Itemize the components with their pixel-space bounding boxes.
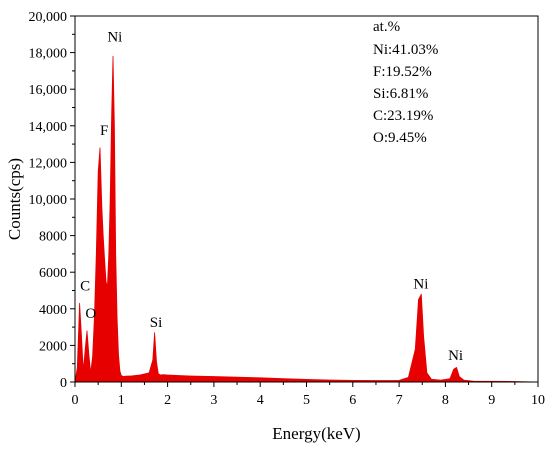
y-tick-label-14000: 14,000 — [29, 120, 68, 135]
x-tick-label-4: 4 — [257, 393, 264, 408]
x-axis-title: Energy(keV) — [272, 424, 360, 443]
x-tick-label-0: 0 — [72, 393, 79, 408]
peak-label-6: Ni — [448, 348, 463, 364]
y-tick-label-2000: 2000 — [39, 339, 67, 354]
x-tick-label-8: 8 — [442, 393, 449, 408]
peak-annotations: Ni F CO Si Ni Ni — [80, 30, 463, 364]
x-tick-label-1: 1 — [118, 393, 125, 408]
y-tick-label-16000: 16,000 — [29, 83, 68, 98]
y-tick-label-0: 0 — [60, 376, 67, 391]
peak-label-0: Ni — [107, 30, 122, 46]
peak-label-5: Ni — [413, 277, 428, 293]
y-tick-label-12000: 12,000 — [29, 156, 68, 171]
composition-item-1: F:19.52% — [373, 64, 432, 80]
composition-box: at.% Ni:41.03% F:19.52% Si:6.81% C:23.19% O:9… — [373, 19, 438, 146]
peak-label-2: C — [80, 279, 90, 295]
peak-label-1: F — [100, 123, 108, 139]
axes — [70, 15, 539, 387]
spectrum-area-0 — [74, 55, 539, 383]
y-tick-label-10000: 10,000 — [29, 193, 68, 208]
axis-labels: 0 1 2 3 4 5 6 7 8 9 10 0 2000 4000 6000 8000 10,000 12,00… — [5, 10, 545, 443]
x-tick-label-6: 6 — [349, 393, 356, 408]
x-tick-label-3: 3 — [210, 393, 217, 408]
y-tick-label-18000: 18,000 — [29, 47, 68, 62]
y-tick-label-8000: 8000 — [39, 230, 67, 245]
x-tick-label-10: 10 — [531, 393, 545, 408]
peak-label-4: Si — [150, 315, 163, 331]
plot-area — [74, 55, 539, 383]
x-tick-label-5: 5 — [303, 393, 310, 408]
plot-frame — [74, 15, 539, 383]
composition-header: at.% — [373, 19, 400, 35]
composition-item-2: Si:6.81% — [373, 86, 428, 102]
y-tick-label-20000: 20,000 — [29, 10, 68, 25]
composition-item-3: C:23.19% — [373, 108, 433, 124]
y-axis-title: Counts(cps) — [5, 158, 24, 240]
y-tick-label-4000: 4000 — [39, 303, 67, 318]
x-tick-label-9: 9 — [488, 393, 495, 408]
y-tick-label-6000: 6000 — [39, 266, 67, 281]
x-tick-label-7: 7 — [396, 393, 403, 408]
peak-label-3: O — [85, 306, 96, 322]
x-tick-label-2: 2 — [164, 393, 171, 408]
composition-item-0: Ni:41.03% — [373, 42, 438, 58]
composition-item-4: O:9.45% — [373, 130, 427, 146]
